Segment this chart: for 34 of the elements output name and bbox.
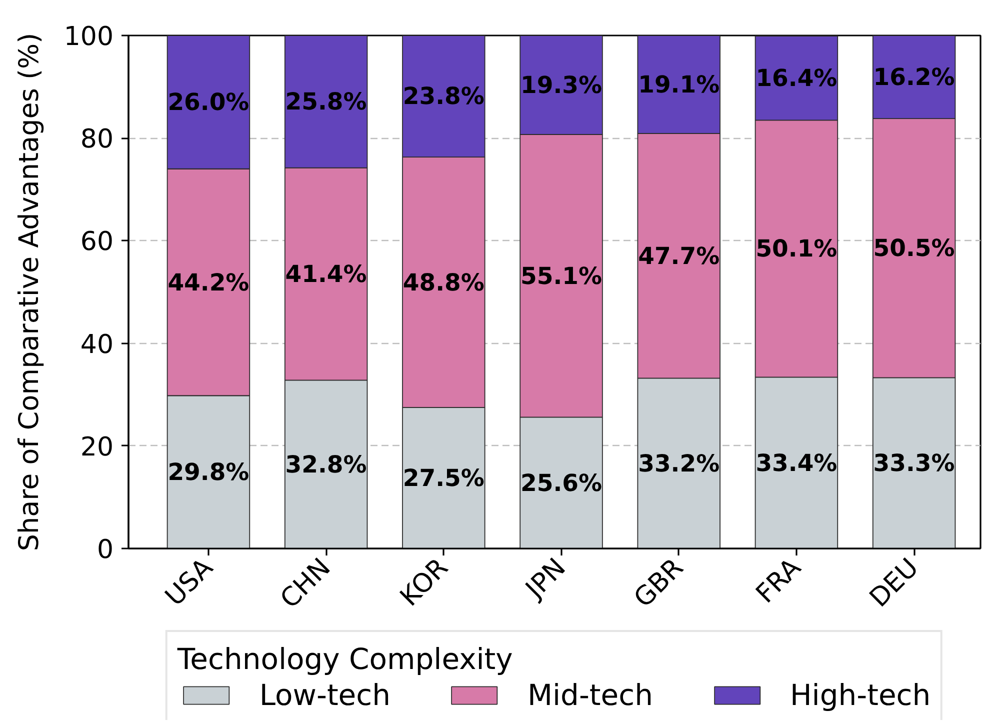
legend-label: Mid-tech <box>527 678 653 712</box>
x-tick-label: USA <box>160 552 220 612</box>
data-label: 48.8% <box>402 268 484 296</box>
y-tick-label: 60 <box>80 227 114 258</box>
data-label: 33.2% <box>638 449 720 478</box>
y-axis-title: Share of Comparative Advantages (%) <box>14 32 45 552</box>
y-tick-label: 80 <box>80 124 114 155</box>
data-label: 25.8% <box>285 88 367 116</box>
data-label: 19.1% <box>638 70 720 98</box>
data-label: 33.4% <box>756 448 838 477</box>
data-label: 32.8% <box>285 450 367 478</box>
data-label: 25.6% <box>520 468 602 497</box>
data-label: 29.8% <box>168 458 250 486</box>
data-label: 16.2% <box>873 63 955 92</box>
y-tick-label: 100 <box>64 22 114 52</box>
data-label: 19.3% <box>520 71 602 100</box>
data-label: 50.5% <box>873 234 955 262</box>
data-label: 41.4% <box>285 260 367 288</box>
data-label: 50.1% <box>756 234 838 263</box>
y-tick-label: 40 <box>80 330 114 360</box>
legend-label: High-tech <box>790 678 931 712</box>
data-label: 27.5% <box>402 464 484 492</box>
y-tick-label: 0 <box>96 535 114 565</box>
data-label: 23.8% <box>402 82 484 110</box>
y-tick-label: 20 <box>80 432 114 462</box>
legend-title: Technology Complexity <box>177 642 514 676</box>
data-label: 44.2% <box>168 268 250 296</box>
data-label: 47.7% <box>638 242 720 270</box>
x-tick-label: FRA <box>750 552 808 610</box>
data-label: 26.0% <box>168 88 250 116</box>
data-label: 55.1% <box>520 262 602 290</box>
data-label: 16.4% <box>756 64 838 92</box>
data-label: 33.3% <box>873 449 955 478</box>
legend-label: Low-tech <box>259 678 390 712</box>
